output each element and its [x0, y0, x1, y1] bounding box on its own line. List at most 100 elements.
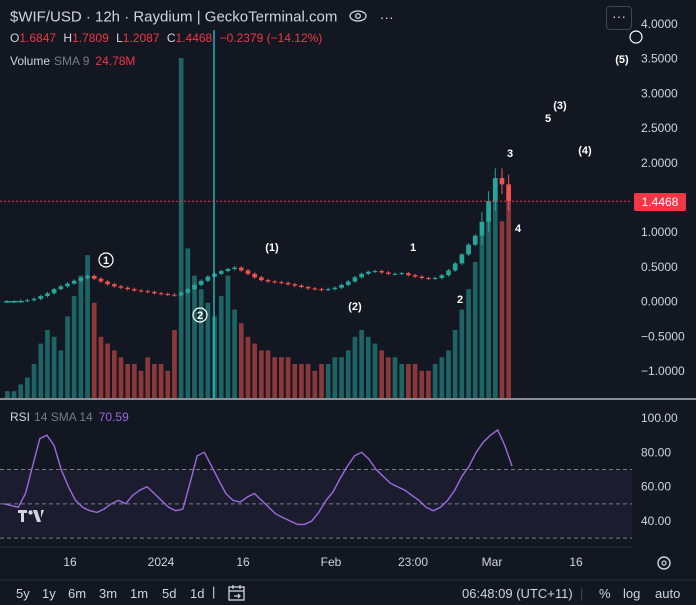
volume-bar — [339, 357, 344, 398]
volume-bar — [98, 336, 104, 398]
volume-bar — [132, 364, 137, 398]
rsi-line — [3, 428, 513, 526]
price-tick-label: −0.5000 — [641, 329, 685, 343]
candle-body — [5, 301, 10, 303]
candle-body — [339, 284, 344, 288]
volume-bar — [452, 330, 458, 398]
volume-legend[interactable]: Volume SMA 9 24.78M — [10, 54, 135, 68]
candle-body — [245, 270, 251, 274]
volume-bar — [172, 330, 177, 398]
price-candles — [0, 30, 632, 398]
volume-bar — [419, 370, 425, 398]
menu-button[interactable]: ··· — [606, 6, 632, 30]
tradingview-logo[interactable] — [18, 508, 44, 527]
candle-body — [51, 289, 57, 294]
candle-body — [238, 267, 244, 271]
candle-body — [399, 273, 405, 275]
time-tick-label: 2024 — [148, 555, 175, 569]
volume-bar — [78, 275, 84, 398]
price-tick-label: 0.0000 — [641, 295, 678, 309]
candle-body — [419, 276, 425, 279]
volume-bar — [292, 364, 298, 398]
candle-body — [386, 272, 391, 274]
low-value: 1.2087 — [122, 31, 160, 45]
volume-bar — [392, 357, 398, 398]
volume-bar — [439, 357, 445, 398]
volume-bar — [345, 350, 351, 398]
volume-bar — [71, 296, 77, 398]
price-tick-label: 1.0000 — [641, 225, 678, 239]
volume-bars — [5, 58, 511, 398]
candle-body — [492, 178, 498, 201]
candle-body — [265, 280, 271, 282]
rsi-tick-label: 60.00 — [641, 480, 671, 494]
volume-bar — [305, 364, 311, 398]
candle-body — [132, 289, 137, 291]
more-options-icon[interactable]: ··· — [379, 9, 394, 26]
candle-body — [272, 281, 278, 283]
candle-body — [406, 273, 411, 276]
wave-label: (3) — [553, 100, 567, 112]
candle-body — [459, 254, 465, 264]
volume-bar — [232, 309, 237, 398]
candle-body — [426, 278, 431, 280]
volume-bar — [105, 343, 110, 398]
range-6m[interactable]: 6m — [68, 586, 87, 601]
range-1m[interactable]: 1m — [130, 586, 149, 601]
candle-body — [392, 273, 398, 275]
volume-bar — [45, 330, 50, 398]
ohlc-readout: O1.6847 H1.7809 L1.2087 C1.4468 −0.2379 … — [10, 31, 326, 45]
candle-body — [158, 293, 164, 295]
candle-body — [38, 296, 44, 299]
candle-body — [192, 284, 197, 290]
candle-body — [432, 278, 438, 280]
range-1d[interactable]: 1d — [190, 586, 205, 601]
candle-body — [152, 291, 157, 294]
volume-bar — [145, 357, 151, 398]
candle-body — [499, 178, 505, 185]
range-5y[interactable]: 5y — [16, 586, 30, 601]
range-1y[interactable]: 1y — [42, 586, 56, 601]
candle-body — [365, 271, 371, 274]
rsi-legend[interactable]: RSI 14 SMA 14 70.59 — [10, 410, 129, 424]
volume-bar — [11, 391, 17, 398]
volume-bar — [18, 384, 24, 398]
volume-bar — [272, 357, 278, 398]
rsi-value: 70.59 — [98, 410, 129, 424]
volume-bar — [165, 370, 171, 398]
candle-body — [312, 288, 318, 290]
volume-bar — [446, 350, 451, 398]
volume-bar — [5, 391, 10, 398]
volume-bar — [198, 289, 204, 398]
auto-toggle[interactable]: auto — [655, 586, 681, 601]
volume-bar — [459, 309, 465, 398]
candle-body — [439, 275, 445, 279]
candle-body — [25, 300, 30, 302]
range-3m[interactable]: 3m — [99, 586, 118, 601]
candle-body — [232, 267, 237, 269]
volume-bar — [85, 255, 90, 398]
volume-bar — [285, 357, 291, 398]
volume-bar — [359, 330, 364, 398]
high-value: 1.7809 — [72, 31, 109, 45]
candle-body — [98, 278, 104, 282]
candle-body — [18, 300, 24, 302]
wave-label: 1 — [410, 242, 416, 254]
time-tick-label: Feb — [321, 555, 342, 569]
symbol-title[interactable]: $WIF/USD · 12h · Raydium | GeckoTerminal… — [10, 8, 338, 26]
log-toggle[interactable]: log — [623, 586, 641, 601]
close-label: C — [166, 31, 176, 45]
percent-toggle[interactable]: % — [599, 586, 611, 601]
candle-body — [118, 286, 124, 288]
volume-bar — [312, 370, 318, 398]
candle-body — [359, 273, 364, 278]
clock-time[interactable]: 06:48:09 (UTC+11) — [462, 586, 573, 601]
wave-circle — [192, 307, 208, 323]
volume-bar — [238, 323, 244, 398]
eye-icon[interactable] — [349, 9, 368, 26]
volume-bar — [51, 336, 57, 398]
candle-body — [145, 291, 151, 293]
range-5d[interactable]: 5d — [162, 586, 177, 601]
calendar-goto-icon[interactable] — [228, 585, 246, 605]
rsi-tick-label: 40.00 — [641, 514, 671, 528]
